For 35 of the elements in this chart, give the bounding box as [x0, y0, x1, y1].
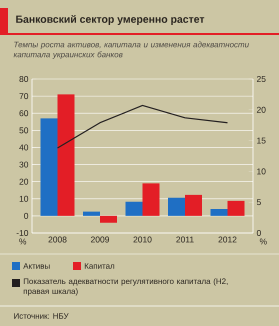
y2-tick-label: 25: [256, 76, 266, 82]
y-tick-label: 0: [24, 212, 28, 219]
y-tick-label: 20: [19, 178, 28, 185]
x-tick-label: 2009: [91, 236, 110, 243]
y-axis-title: %: [19, 238, 26, 244]
bar: [228, 200, 245, 216]
x-tick-label: 2008: [48, 236, 67, 243]
y-tick-label: 70: [20, 93, 28, 100]
y-tick-label: 50: [19, 127, 28, 134]
x-tick-label: 2010: [134, 236, 152, 243]
bar: [83, 212, 100, 216]
bar: [40, 118, 58, 216]
bar: [100, 216, 117, 223]
x-tick-label: 2012: [218, 236, 236, 243]
y-tick-label: 40: [19, 144, 28, 150]
chart-title: Банковский сектор умеренно растет: [16, 15, 204, 25]
bar: [185, 194, 202, 216]
bar: [168, 198, 185, 216]
y-tick-label: 30: [19, 162, 28, 168]
y2-tick-label: 15: [257, 138, 266, 144]
bar: [210, 209, 228, 216]
bar: [142, 183, 160, 216]
y-tick-label: 10: [20, 196, 28, 202]
y2-axis-title: %: [260, 238, 267, 244]
x-tick-label: 2011: [176, 236, 194, 243]
y-tick-label: 60: [20, 110, 28, 116]
bar: [58, 94, 74, 216]
y2-tick-label: 20: [256, 106, 266, 113]
line-series: [56, 104, 228, 149]
y-tick-label: 80: [19, 76, 28, 82]
bar: [126, 202, 142, 216]
y-tick-label: -10: [16, 230, 28, 236]
y2-tick-label: 10: [257, 168, 266, 174]
y2-tick-label: 5: [256, 199, 261, 206]
y2-tick-label: 0: [256, 230, 261, 236]
